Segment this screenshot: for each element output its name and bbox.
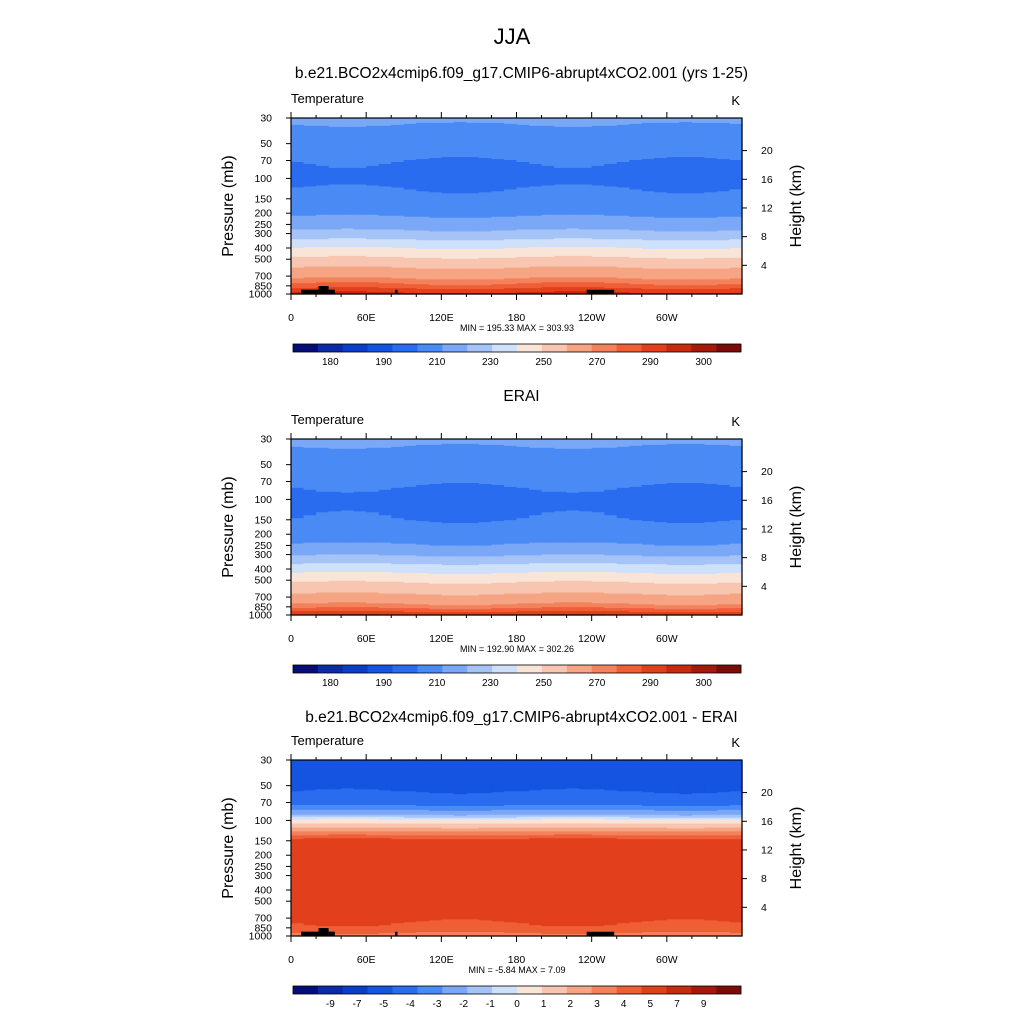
contour-field [291,118,743,295]
variable-label: Temperature [291,91,364,106]
panel-title: b.e21.BCO2x4cmip6.f09_g17.CMIP6-abrupt4x… [295,65,748,82]
units-label: K [731,93,740,108]
panel-model-temperature: b.e21.BCO2x4cmip6.f09_g17.CMIP6-abrupt4x… [220,65,805,368]
figure-title: JJA [494,24,531,49]
